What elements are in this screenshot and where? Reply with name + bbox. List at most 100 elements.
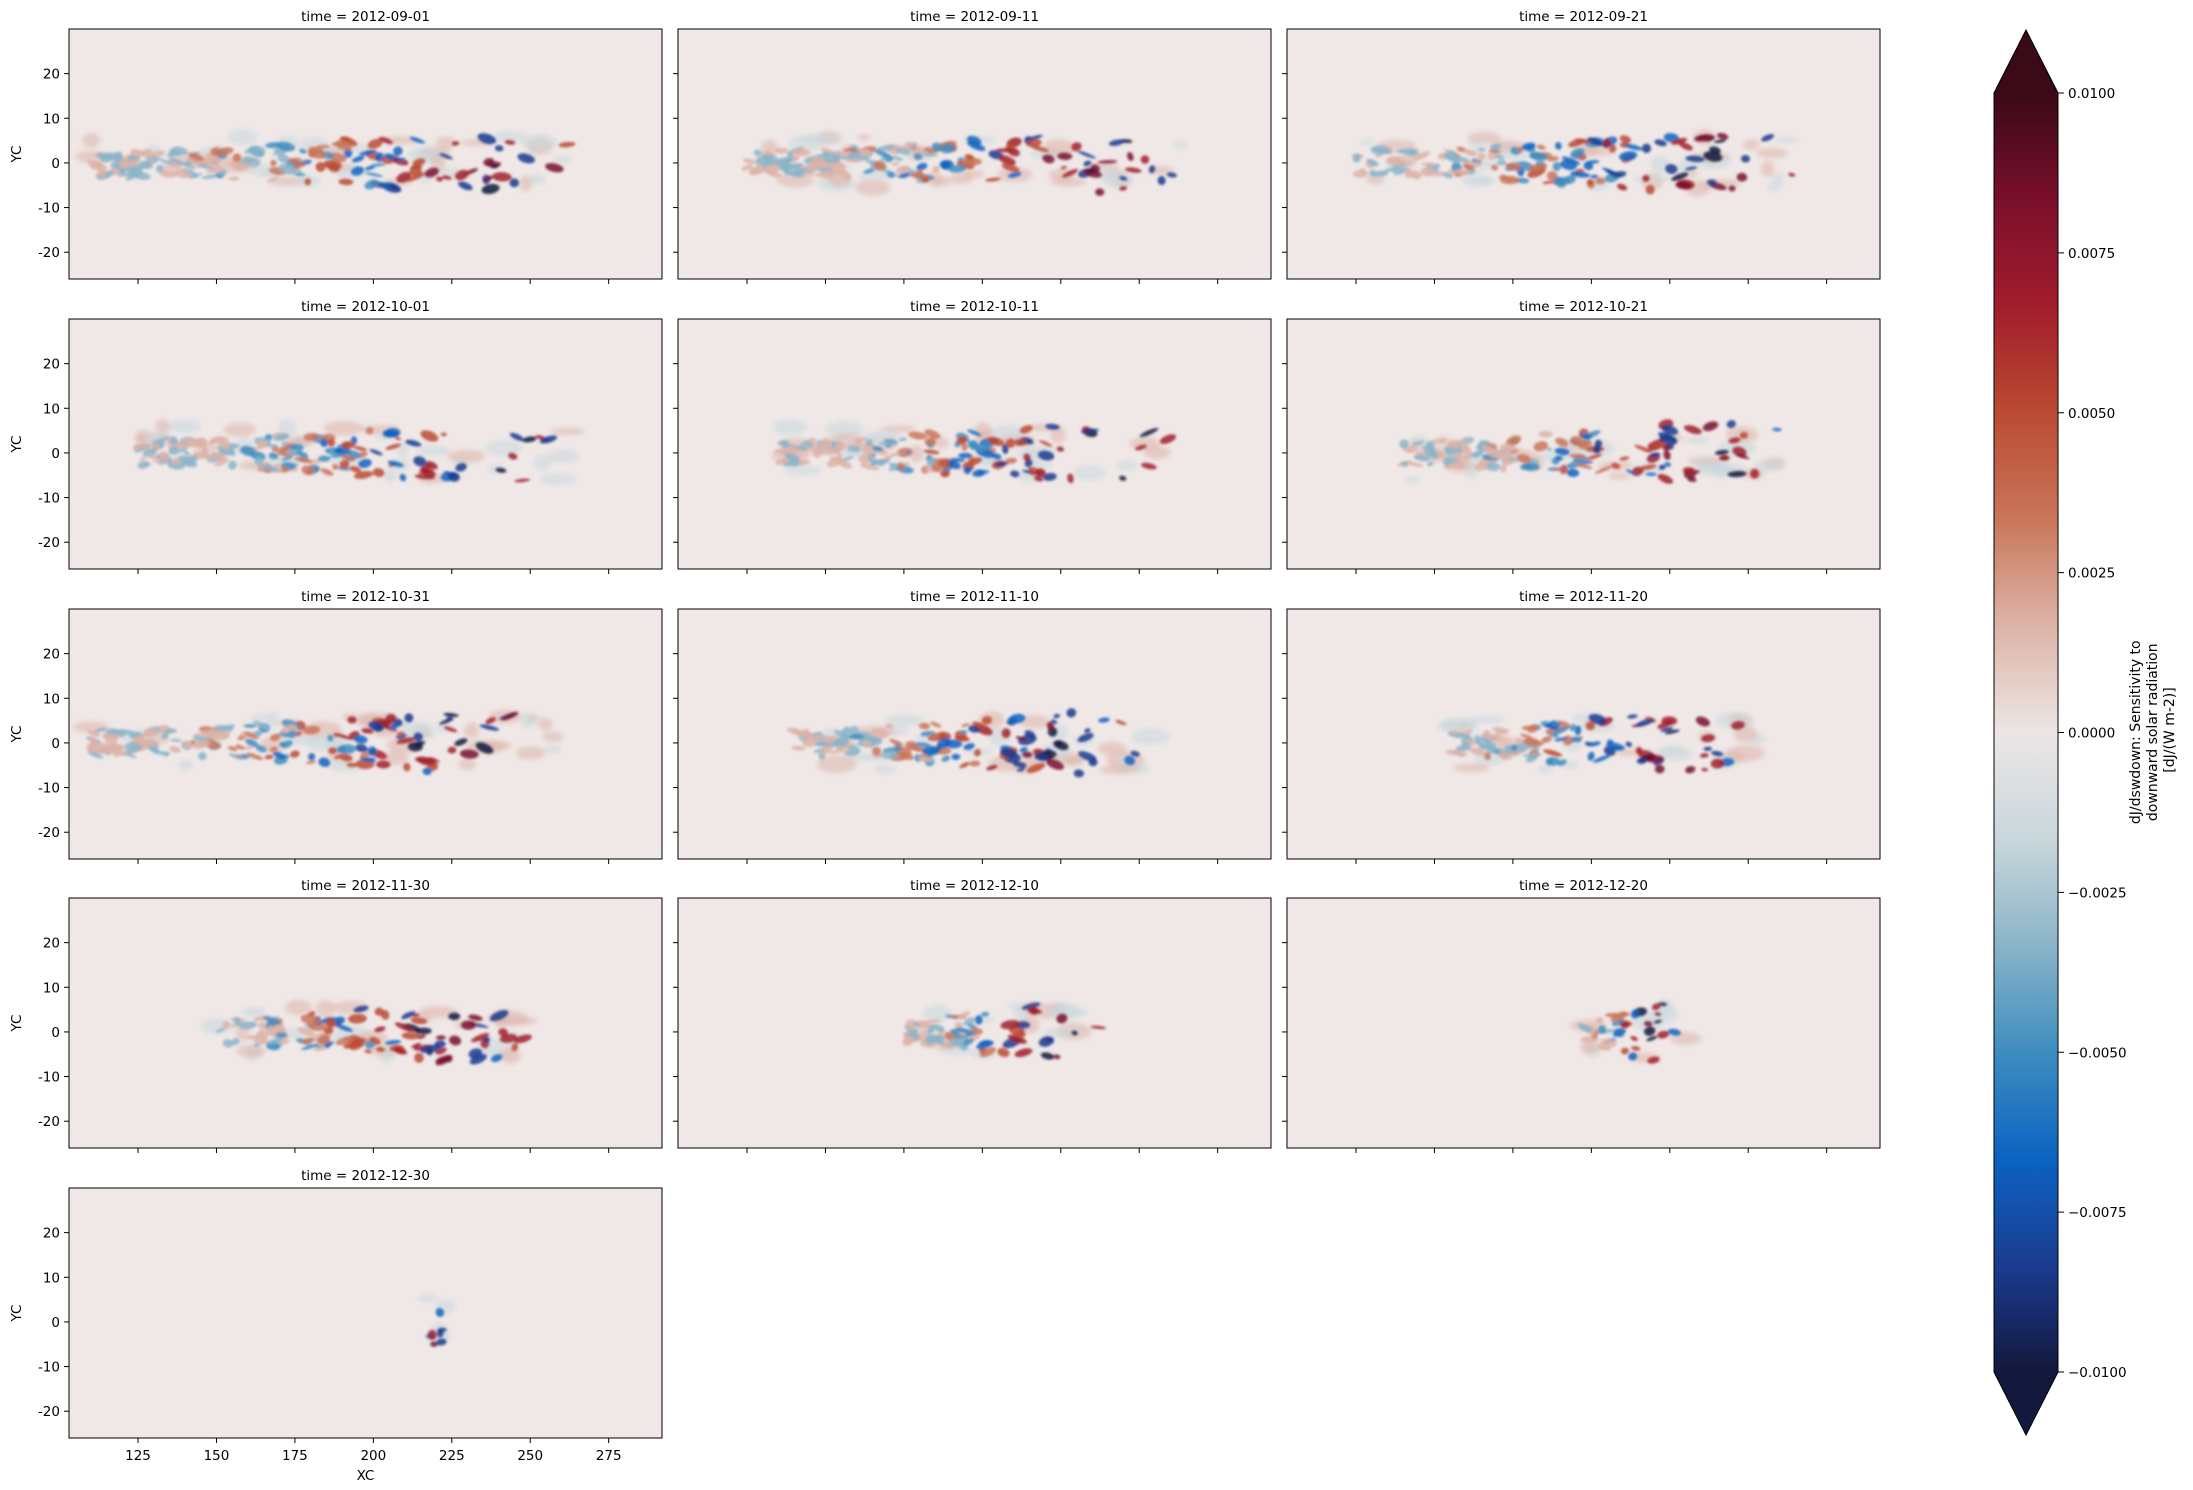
y-tick-label: 20 (43, 647, 60, 663)
facet-panel: time = 2012-10-31 20 10 0 -10 -20 YC (9, 589, 663, 864)
y-tick-label: 10 (43, 401, 60, 417)
facet-panel: time = 2012-11-10 (673, 589, 1272, 864)
y-tick-label: -20 (38, 1114, 60, 1130)
panel-frame (1286, 318, 1881, 570)
y-tick-label: -20 (38, 535, 60, 551)
y-tick-label: 10 (43, 1270, 60, 1286)
y-axis-label: YC (9, 726, 25, 744)
panel-title: time = 2012-10-01 (301, 299, 430, 315)
facet-panel: time = 2012-12-10 (673, 878, 1272, 1153)
facet-panel: time = 2012-12-30 20 10 0 -10 -20 YC 125 150 175 2… (9, 1168, 663, 1484)
sensitivity-field (1351, 129, 1800, 197)
sensitivity-field (1569, 998, 1702, 1064)
y-axis-label: YC (9, 1015, 25, 1033)
y-tick-label: -10 (38, 491, 60, 507)
panel-frame (68, 28, 663, 280)
panel-frame (677, 28, 1272, 280)
colorbar-tick-label: 0.0000 (2068, 726, 2115, 742)
sensitivity-field (771, 419, 1177, 484)
sensitivity-field (786, 708, 1170, 778)
colorbar-tick-label: −0.0100 (2068, 1365, 2127, 1381)
x-tick-label: 275 (596, 1448, 622, 1464)
facet-panel: time = 2012-09-11 (673, 9, 1272, 284)
panel-background (1287, 609, 1880, 859)
sensitivity-field (741, 131, 1189, 196)
panel-title: time = 2012-12-30 (301, 1168, 430, 1184)
x-tick-label: 175 (282, 1448, 308, 1464)
facet-panel: time = 2012-10-01 20 10 0 -10 -20 YC (9, 299, 663, 574)
y-tick-label: -10 (38, 1360, 60, 1376)
panel-background (678, 29, 1271, 279)
facet-panel: time = 2012-11-20 (1282, 589, 1881, 864)
colorbar-gradient (1994, 93, 2058, 1372)
facet-panel: time = 2012-12-20 (1282, 878, 1881, 1153)
colorbar-label-line-2: downward solar radiation (2145, 643, 2161, 821)
facet-panel: time = 2012-10-11 (673, 299, 1272, 574)
panel-title: time = 2012-12-10 (910, 878, 1039, 894)
colorbar-extend-bottom (1994, 1372, 2058, 1435)
panel-frame (677, 318, 1272, 570)
y-tick-label: 20 (43, 936, 60, 952)
facet-panel: time = 2012-09-01 20 10 0 -10 -20 YC (9, 9, 663, 284)
y-tick-label: -10 (38, 781, 60, 797)
colorbar-label-line-3: [dJ/(W m-2)] (2162, 687, 2178, 772)
colorbar-extend-top (1994, 30, 2058, 93)
colorbar-label-line-1: dJ/dswdown: Sensitivity to (2128, 640, 2144, 824)
panel-title: time = 2012-10-21 (1519, 299, 1648, 315)
y-tick-label: 20 (43, 67, 60, 83)
y-tick-label: -20 (38, 1404, 60, 1420)
panel-frame (1286, 28, 1881, 280)
panel-title: time = 2012-10-11 (910, 299, 1039, 315)
panel-title: time = 2012-12-20 (1519, 878, 1648, 894)
y-tick-label: -10 (38, 201, 60, 217)
panel-background (678, 609, 1271, 859)
colorbar-ticks: 0.0100 0.0075 0.0050 0.0025 0.0000 −0.0025 −0.… (2058, 86, 2127, 1381)
x-tick-label: 200 (360, 1448, 386, 1464)
panel-title: time = 2012-09-11 (910, 9, 1039, 25)
panel-background (69, 1188, 662, 1438)
y-tick-label: -20 (38, 245, 60, 261)
panel-frame (68, 318, 663, 570)
y-tick-label: 10 (43, 980, 60, 996)
y-tick-label: 0 (51, 1025, 60, 1041)
sensitivity-field (200, 999, 538, 1066)
colorbar-tick-label: −0.0025 (2068, 885, 2127, 901)
panel-background (69, 898, 662, 1148)
colorbar-tick-label: −0.0050 (2068, 1045, 2127, 1061)
panel-title: time = 2012-11-30 (301, 878, 430, 894)
colorbar-tick-label: 0.0100 (2068, 86, 2115, 102)
y-tick-label: 10 (43, 111, 60, 127)
colorbar: 0.0100 0.0075 0.0050 0.0025 0.0000 −0.0025 −0.… (1993, 28, 2178, 1437)
facet-panel: time = 2012-11-30 20 10 0 -10 -20 YC (9, 878, 663, 1153)
panel-frame (1286, 897, 1881, 1149)
x-tick-label: 125 (125, 1448, 151, 1464)
colorbar-label: dJ/dswdown: Sensitivity to downward sola… (2128, 636, 2178, 824)
x-axis-label: XC (357, 1468, 375, 1484)
y-tick-label: -20 (38, 825, 60, 841)
y-tick-label: 0 (51, 446, 60, 462)
panel-frame (677, 897, 1272, 1149)
y-tick-label: 10 (43, 691, 60, 707)
y-axis-label: YC (9, 436, 25, 454)
colorbar-tick-label: 0.0075 (2068, 246, 2115, 262)
panel-title: time = 2012-11-20 (1519, 589, 1648, 605)
x-tick-label: 250 (517, 1448, 543, 1464)
panel-background (678, 898, 1271, 1148)
sensitivity-field (416, 1294, 456, 1347)
colorbar-tick-label: 0.0025 (2068, 566, 2115, 582)
panel-frame (68, 1187, 663, 1439)
x-tick-label: 150 (204, 1448, 230, 1464)
y-tick-label: 0 (51, 1315, 60, 1331)
colorbar-tick-label: 0.0050 (2068, 406, 2115, 422)
panel-frame (677, 608, 1272, 860)
y-tick-label: -10 (38, 1070, 60, 1086)
facet-panel: time = 2012-09-21 (1282, 9, 1881, 284)
sensitivity-field (902, 1001, 1107, 1060)
y-tick-label: 20 (43, 1226, 60, 1242)
y-tick-label: 20 (43, 357, 60, 373)
y-axis-label: YC (9, 1305, 25, 1323)
panel-frame (1286, 608, 1881, 860)
panel-frame (68, 608, 663, 860)
